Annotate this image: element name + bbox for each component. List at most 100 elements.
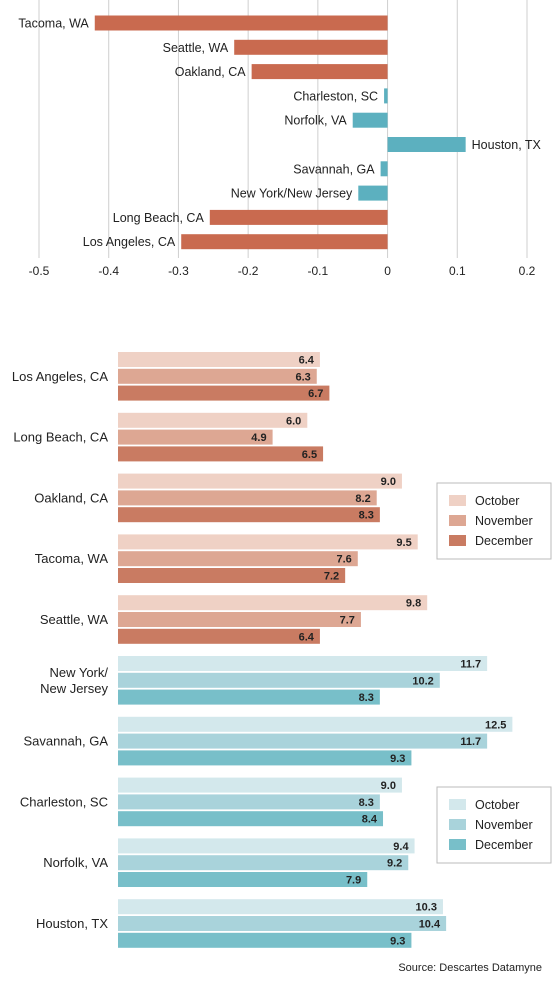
data-label: 8.3 bbox=[359, 692, 374, 704]
bar-los-angeles-ca-december bbox=[118, 385, 330, 401]
category-label: Houston, TX bbox=[472, 138, 542, 152]
data-label: 6.7 bbox=[308, 388, 323, 400]
category-label: Savannah, GA bbox=[293, 162, 375, 176]
category-label: Oakland, CA bbox=[175, 65, 247, 79]
x-tick-label: -0.5 bbox=[29, 264, 50, 278]
data-label: 9.5 bbox=[396, 537, 411, 549]
data-label: 8.3 bbox=[359, 510, 374, 522]
bar-houston-tx bbox=[387, 137, 466, 152]
data-label: 11.7 bbox=[460, 659, 481, 671]
legend-label: November bbox=[475, 514, 533, 528]
bar-tacoma-wa-october bbox=[118, 534, 418, 550]
category-label: Houston, TX bbox=[36, 916, 108, 931]
legend-label: December bbox=[475, 534, 533, 548]
bar-tacoma-wa bbox=[94, 15, 388, 31]
category-label: Seattle, WA bbox=[40, 612, 108, 627]
bar-new-york-new-jersey-november bbox=[118, 672, 440, 688]
bar-savannah-ga-december bbox=[118, 750, 412, 766]
x-tick-label: 0 bbox=[384, 264, 391, 278]
data-label: 9.8 bbox=[406, 598, 421, 610]
category-label: New York/New Jersey bbox=[231, 187, 353, 201]
x-tick-label: -0.3 bbox=[168, 264, 189, 278]
legend-label: December bbox=[475, 838, 533, 852]
category-label: Tacoma, WA bbox=[18, 17, 89, 31]
bar-oakland-ca-november bbox=[118, 490, 377, 506]
top-chart: -0.5 -0.4 -0.3 -0.2 -0.1 0 0.1 0.2 Tacoma, WA Sea… bbox=[18, 0, 542, 278]
category-label: Long Beach, CA bbox=[13, 430, 108, 445]
data-label: 7.6 bbox=[336, 554, 351, 566]
data-label: 9.3 bbox=[390, 753, 405, 765]
legend-label: October bbox=[475, 494, 519, 508]
category-label: New York/ bbox=[49, 665, 108, 680]
category-label: Tacoma, WA bbox=[35, 551, 109, 566]
data-label: 9.2 bbox=[387, 858, 402, 870]
data-label: 8.3 bbox=[359, 797, 374, 809]
data-label: 9.0 bbox=[381, 476, 396, 488]
data-label: 9.3 bbox=[390, 935, 405, 947]
category-label: Norfolk, VA bbox=[43, 855, 108, 870]
bar-houston-tx-october bbox=[118, 899, 443, 915]
bar-savannah-ga bbox=[380, 161, 388, 177]
bar-los-angeles-ca-october bbox=[118, 352, 320, 367]
category-label: Charleston, SC bbox=[20, 794, 108, 809]
bar-los-angeles-ca-november bbox=[118, 368, 317, 384]
bar-charleston-sc-october bbox=[118, 777, 402, 793]
category-label: Los Angeles, CA bbox=[83, 235, 176, 249]
data-label: 6.4 bbox=[299, 631, 315, 643]
bar-long-beach-ca-december bbox=[118, 446, 324, 462]
data-label: 7.2 bbox=[324, 571, 339, 583]
data-label: 6.3 bbox=[295, 371, 310, 383]
bar-houston-tx-december bbox=[118, 932, 412, 948]
legend-swatch bbox=[449, 535, 466, 546]
bar-long-beach-ca-november bbox=[118, 429, 273, 445]
x-tick-label: -0.1 bbox=[308, 264, 329, 278]
bar-seattle-wa-december bbox=[118, 628, 320, 644]
bar-norfolk-va-november bbox=[118, 855, 409, 871]
category-label: Charleston, SC bbox=[293, 89, 378, 103]
bar-oakland-ca-december bbox=[118, 507, 380, 523]
bar-savannah-ga-november bbox=[118, 733, 488, 749]
bar-houston-tx-november bbox=[118, 916, 447, 931]
bar-norfolk-va bbox=[352, 112, 388, 128]
category-label: Savannah, GA bbox=[23, 734, 108, 749]
bar-seattle-wa bbox=[234, 39, 388, 55]
legend-label: October bbox=[475, 798, 519, 812]
bar-long-beach-ca bbox=[209, 209, 388, 225]
legend-swatch bbox=[449, 799, 466, 810]
data-label: 4.9 bbox=[251, 432, 266, 444]
bar-oakland-ca-october bbox=[118, 473, 402, 489]
bar-charleston-sc bbox=[384, 88, 388, 104]
data-label: 7.7 bbox=[340, 615, 355, 627]
bar-tacoma-wa-december bbox=[118, 568, 346, 583]
data-label: 11.7 bbox=[460, 736, 481, 748]
bar-los-angeles-ca bbox=[181, 234, 388, 250]
data-label: 6.0 bbox=[286, 415, 301, 427]
legend-swatch bbox=[449, 839, 466, 850]
category-label: Long Beach, CA bbox=[113, 211, 205, 225]
legend-swatch bbox=[449, 495, 466, 506]
category-label: New Jersey bbox=[40, 681, 108, 696]
bottom-chart: 6.4 6.3 6.7 Los Angeles, CA 6.0 4.9 6.5 Long Be… bbox=[12, 352, 552, 948]
source-note: Source: Descartes Datamyne bbox=[398, 962, 542, 974]
bar-oakland-ca bbox=[251, 64, 388, 80]
data-label: 7.9 bbox=[346, 875, 361, 887]
bar-long-beach-ca-october bbox=[118, 412, 308, 428]
data-label: 9.0 bbox=[381, 780, 396, 792]
bar-new-york-new-jersey-october bbox=[118, 656, 488, 671]
bar-savannah-ga-october bbox=[118, 716, 513, 732]
x-tick-label: 0.1 bbox=[449, 264, 466, 278]
data-label: 8.2 bbox=[355, 493, 370, 505]
data-label: 10.3 bbox=[416, 902, 437, 914]
data-label: 10.4 bbox=[419, 919, 441, 931]
bar-norfolk-va-december bbox=[118, 872, 368, 887]
bar-new-york-new-jersey bbox=[358, 185, 388, 201]
bar-new-york-new-jersey-december bbox=[118, 689, 380, 705]
x-tick-label: 0.2 bbox=[519, 264, 536, 278]
data-label: 6.5 bbox=[302, 449, 317, 461]
bar-tacoma-wa-november bbox=[118, 551, 358, 567]
legend-swatch bbox=[449, 515, 466, 526]
data-label: 10.2 bbox=[412, 675, 433, 687]
x-tick-label: -0.2 bbox=[238, 264, 259, 278]
data-label: 6.4 bbox=[299, 355, 315, 367]
data-label: 9.4 bbox=[393, 841, 409, 853]
